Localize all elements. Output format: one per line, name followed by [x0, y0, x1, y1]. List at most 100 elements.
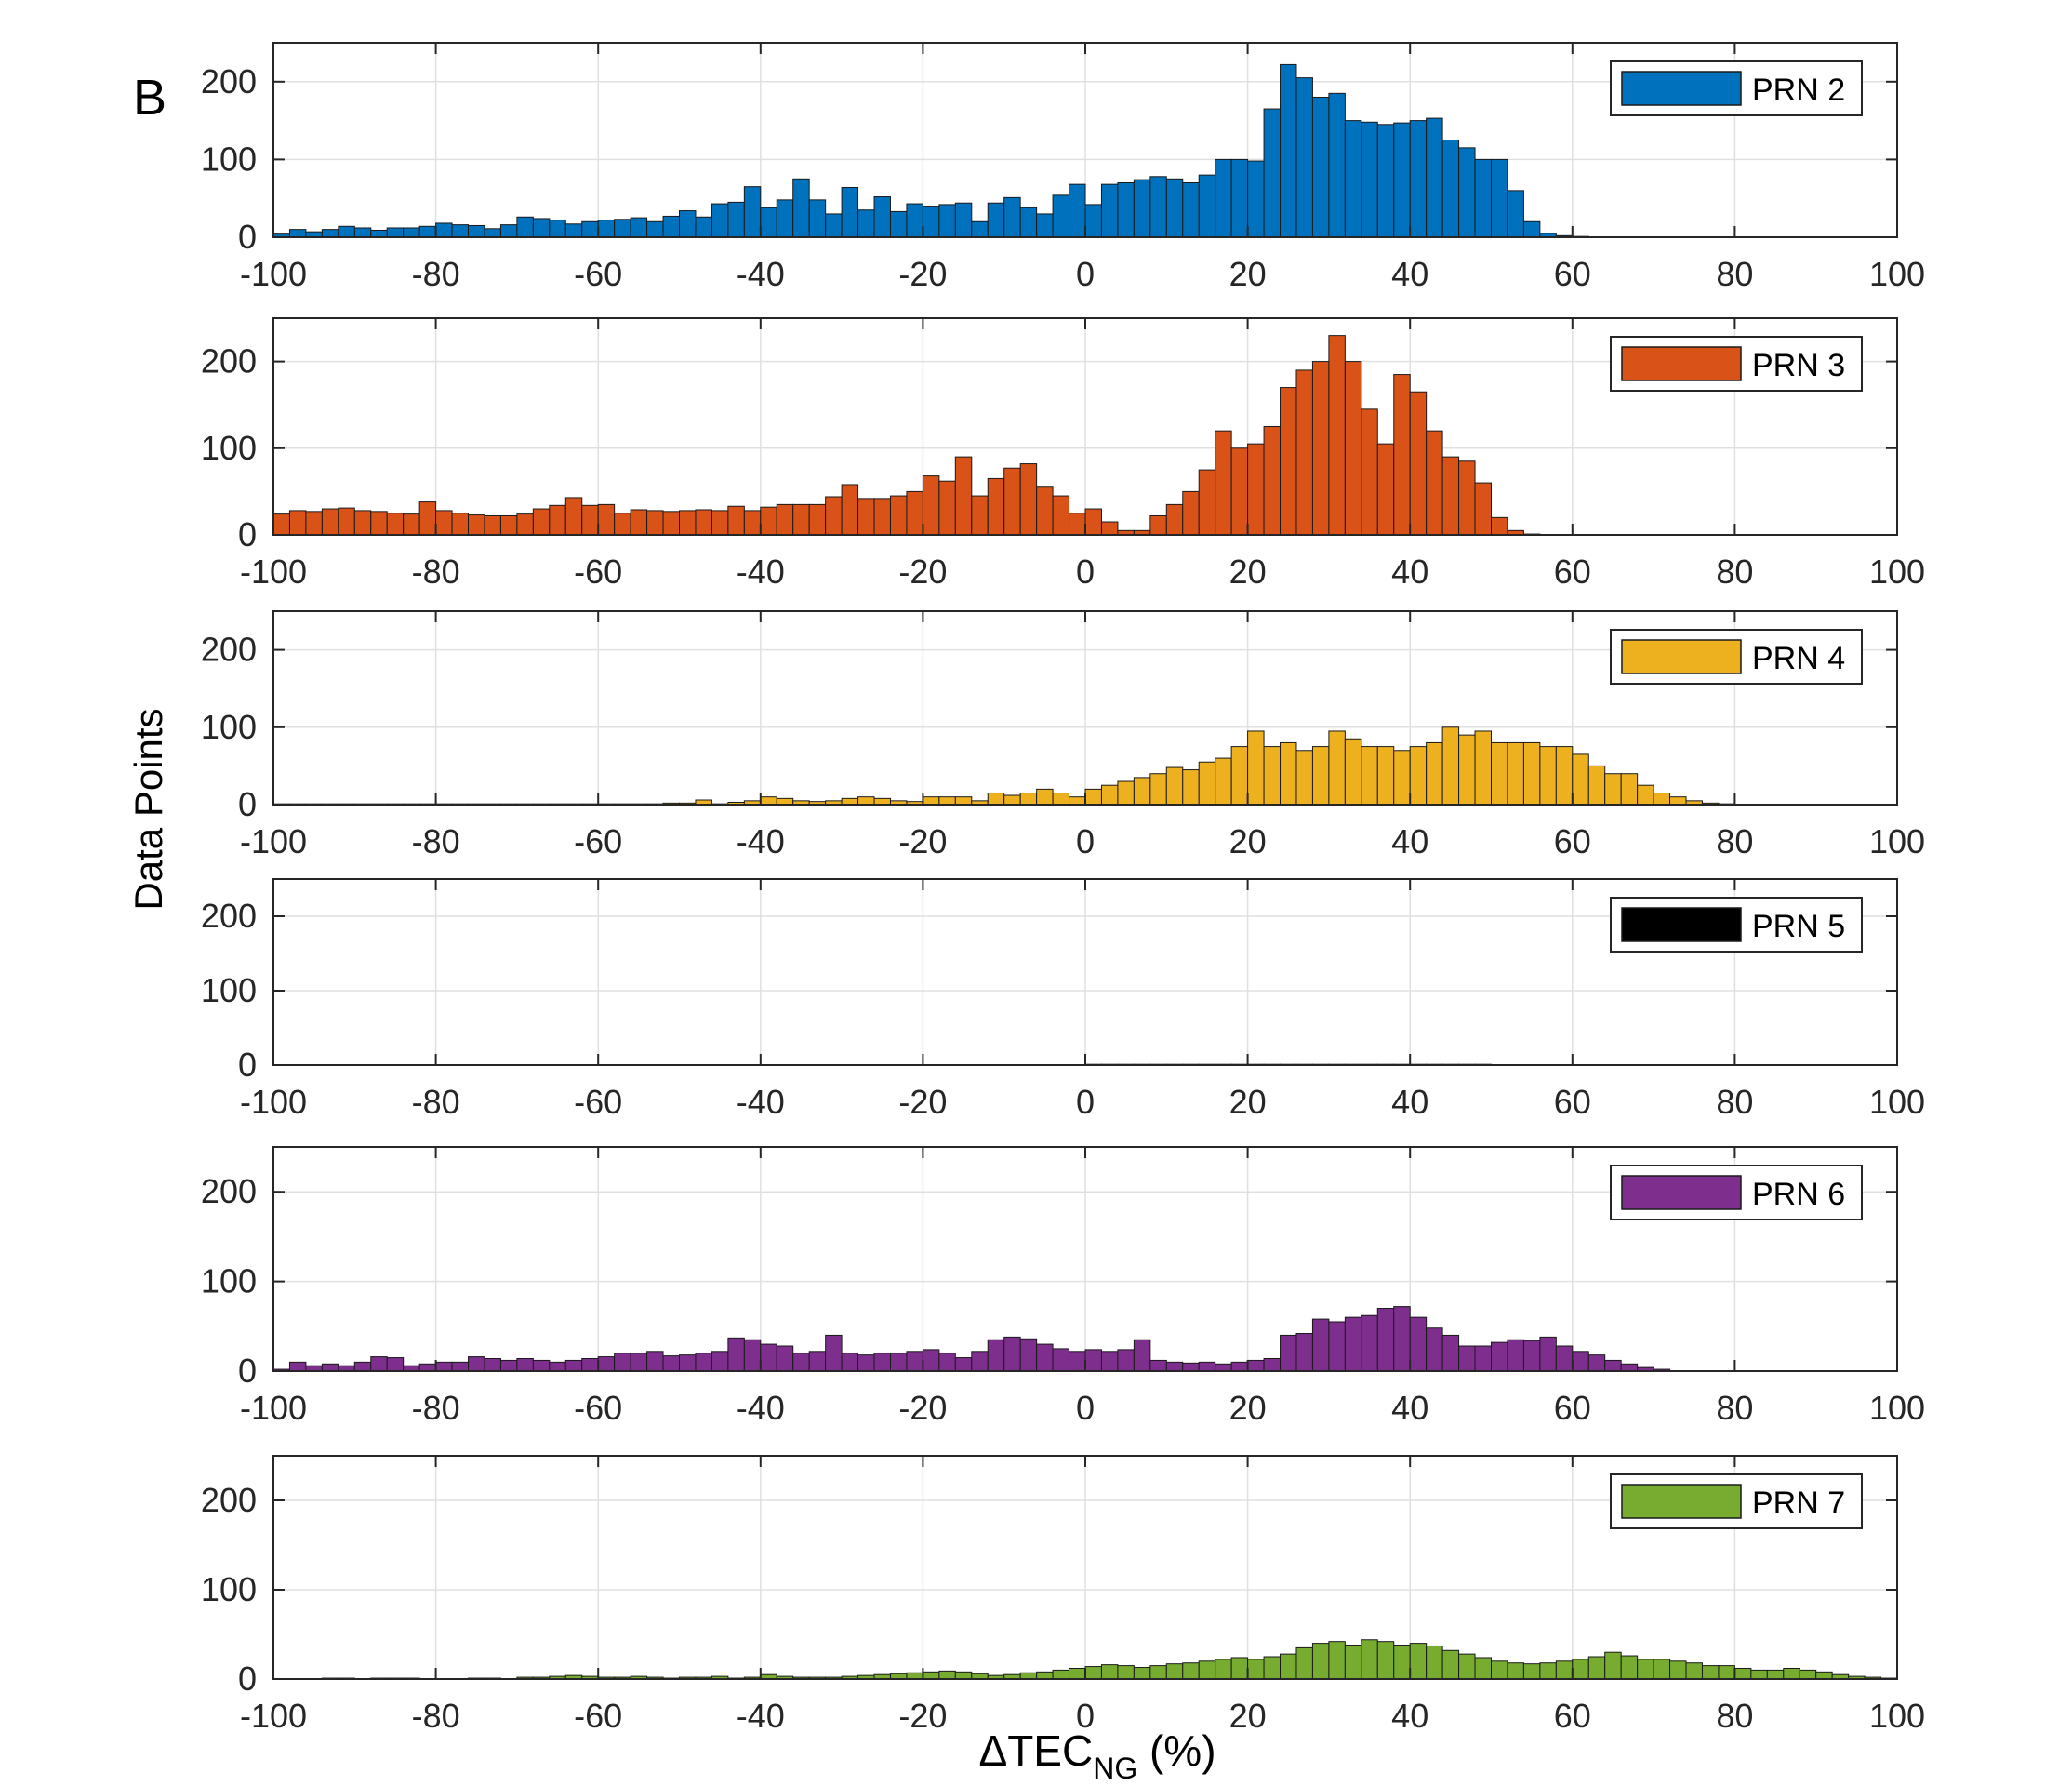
histogram-bar	[1100, 1664, 1119, 1680]
histogram-bar	[808, 503, 827, 536]
histogram-bar	[857, 209, 875, 238]
histogram-bar	[1230, 746, 1249, 806]
histogram-bar	[1149, 1665, 1167, 1680]
histogram-bar	[532, 508, 551, 536]
histogram-bar	[1685, 1662, 1703, 1680]
histogram-bar	[1344, 120, 1362, 238]
histogram-bar	[1522, 220, 1541, 238]
histogram-bar	[614, 219, 631, 238]
histogram-bar	[1409, 120, 1428, 238]
histogram-bar	[484, 228, 501, 238]
histogram-bar	[1100, 784, 1119, 806]
histogram-bar	[1165, 1663, 1184, 1680]
histogram-bar	[564, 1359, 583, 1372]
histogram-bar	[532, 218, 551, 238]
histogram-bar	[1149, 773, 1167, 806]
histogram-bar	[1653, 793, 1671, 806]
histogram-bar	[1376, 124, 1395, 238]
histogram-bar	[1441, 726, 1460, 806]
y-tick-label: 100	[201, 140, 257, 178]
histogram-bar	[1604, 1359, 1622, 1372]
x-tick-label: -80	[412, 255, 460, 293]
x-tick-label: -60	[574, 822, 622, 860]
histogram-bar	[468, 224, 485, 238]
histogram-bar	[386, 1357, 405, 1372]
histogram-bar	[1084, 1666, 1102, 1680]
histogram-bar	[922, 796, 940, 806]
histogram-bar	[597, 503, 616, 536]
x-tick-label: -80	[412, 1697, 460, 1735]
legend-swatch	[1621, 1484, 1742, 1519]
histogram-bar	[1328, 730, 1346, 806]
histogram-bar	[1052, 793, 1070, 806]
histogram-bar	[403, 513, 420, 536]
histogram-bar	[922, 475, 940, 536]
histogram-bar	[288, 510, 307, 536]
histogram-bar	[1084, 1349, 1102, 1372]
histogram-bar	[1441, 140, 1460, 238]
histogram-bar	[1409, 746, 1428, 806]
histogram-bar	[1133, 1667, 1151, 1680]
histogram-bar	[711, 510, 729, 536]
histogram-bar	[581, 1358, 599, 1372]
y-tick-label: 200	[201, 897, 257, 935]
histogram-bar	[1215, 158, 1232, 238]
histogram-bar	[1247, 160, 1265, 238]
histogram-bar	[1474, 158, 1493, 238]
legend-swatch	[1621, 1175, 1742, 1210]
y-tick-label: 200	[201, 342, 257, 380]
histogram-bar	[1344, 1316, 1362, 1372]
histogram-bar	[1572, 753, 1589, 806]
histogram-bar	[1376, 1308, 1395, 1372]
histogram-bar	[1215, 1659, 1232, 1680]
histogram-bar	[1311, 746, 1330, 806]
histogram-bar	[1003, 1336, 1021, 1372]
histogram-bar	[484, 1358, 501, 1372]
histogram-bar	[305, 511, 323, 536]
y-tick-label: 100	[201, 971, 257, 1009]
histogram-panel-3: -100 -80 -60 -40 -20 0 20 40 60 80 100 0 100 200 PRN 4	[201, 610, 1925, 860]
histogram-bar	[1620, 773, 1639, 806]
histogram-bar	[1491, 158, 1508, 238]
x-tick-label: -60	[574, 1697, 622, 1735]
histogram-bar	[1328, 92, 1346, 238]
histogram-bar	[499, 1359, 518, 1372]
histogram-bar	[1003, 467, 1021, 536]
histogram-bar	[1133, 179, 1151, 238]
histogram-bar	[564, 223, 583, 238]
histogram-bar	[338, 225, 355, 238]
histogram-bar	[1491, 516, 1508, 536]
x-tick-label: -100	[240, 553, 307, 591]
y-tick-label: 0	[238, 515, 257, 553]
histogram-bar	[1426, 1645, 1443, 1680]
x-tick-label: -60	[574, 553, 622, 591]
histogram-bar	[1263, 108, 1282, 238]
x-tick-label: -40	[737, 1083, 785, 1121]
histogram-bar	[760, 506, 777, 536]
histogram-bar	[1799, 1669, 1817, 1680]
x-tick-label: 60	[1554, 553, 1591, 591]
histogram-bar	[1393, 750, 1411, 806]
histogram-bar	[922, 206, 940, 238]
x-tick-label: -20	[898, 1697, 947, 1735]
x-tick-label: 100	[1869, 822, 1925, 860]
histogram-bar	[418, 1363, 437, 1372]
y-tick-label: 0	[238, 1046, 257, 1084]
histogram-bar	[1165, 766, 1184, 806]
legend: PRN 2	[1610, 60, 1863, 116]
histogram-bar	[581, 220, 599, 238]
histogram-bar	[288, 229, 307, 238]
histogram-bar	[499, 224, 518, 238]
histogram-bar	[1247, 1359, 1265, 1372]
x-tick-label: 60	[1554, 822, 1591, 860]
histogram-bar	[646, 510, 664, 536]
legend-swatch	[1621, 71, 1742, 106]
histogram-bar	[1376, 443, 1395, 536]
histogram-bar	[1149, 514, 1167, 536]
y-tick-label: 100	[201, 429, 257, 467]
histogram-bar	[1409, 391, 1428, 536]
histogram-panel-2: -100 -80 -60 -40 -20 0 20 40 60 80 100 0 100 200 PRN 3	[201, 317, 1925, 591]
x-tick-label: 80	[1716, 553, 1753, 591]
histogram-bar	[1036, 213, 1054, 238]
